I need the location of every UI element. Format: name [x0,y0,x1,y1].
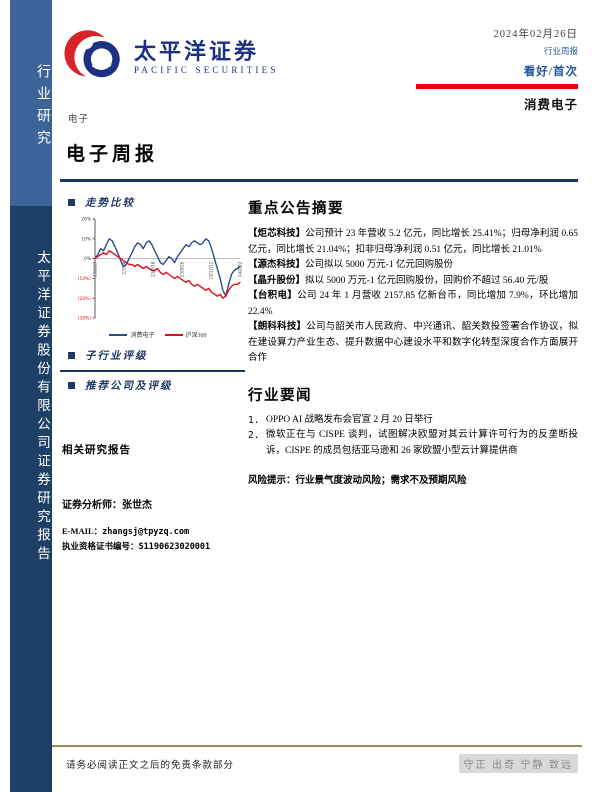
risk-label: 风险提示： [248,476,296,486]
sidebar-band-top [10,0,52,206]
brand-logo: 太平洋证券 PACIFIC SECURITIES [62,22,279,93]
company-tag: 【晶升股份】 [248,275,306,286]
footer-disclaimer: 请务必阅读正文之后的免责条款部分 [66,761,235,771]
legend-label-hs300: 沪深300 [185,333,207,339]
email-line: E-MAIL：zhangsj@tpyzq.com [62,525,189,537]
company-tag: 【源杰科技】 [248,260,306,270]
sidebar-label-company-report: 太平洋证券股份有限公司证券研究报告 [35,250,50,565]
news-number: 2. [248,430,260,441]
analyst-line: 证券分析师：张世杰 [62,496,152,511]
email-label: E-MAIL： [62,526,103,536]
news-item: 2. 微软正在与 CISPE 谈判，试图解决欧盟对其云计算许可行为的反垄断投诉，… [248,428,578,459]
svg-text:23/5/8: 23/5/8 [122,261,127,274]
announcement-item: 【源杰科技】公司拟以 5000 万元-1 亿元回购股份 [248,258,578,274]
announcement-item: 【炬芯科技】公司预计 23 年营收 5.2 亿元，同比增长 25.41%；归母净… [248,227,578,258]
announcement-text: 公司 24 年 1 月营收 2157.85 亿新台币，同比增加 7.9%，环比增… [248,291,578,317]
brand-name-en: PACIFIC SECURITIES [134,64,279,75]
chart-legend: 消费电子 沪深300 [70,330,246,339]
summary-column: 重点公告摘要 【炬芯科技】公司预计 23 年营收 5.2 亿元，同比增长 25.… [248,197,578,489]
company-tag: 【台积电】 [248,291,298,301]
svg-text:23/12/12: 23/12/12 [209,261,214,279]
svg-text:10%: 10% [81,236,91,242]
legend-line-red-icon [164,333,183,336]
industry-news-list: 1. OPPO AI 战略发布会官宣 2 月 20 日举行 2. 微软正在与 C… [248,413,578,460]
trend-chart-svg: 20% 10% 0% (10%) (20%) (30%) 23/2/27 23/5/8 23/7… [78,217,243,322]
pacific-securities-swirl-icon [62,22,128,93]
legend-label-electronics: 消费电子 [130,333,155,339]
footer-divider [52,745,582,747]
announcement-text: 公司预计 23 年营收 5.2 亿元，同比增长 25.41%；归母净利润 0.6… [248,229,578,255]
section-recommended-companies: 推荐公司及评级 [68,378,173,393]
svg-text:0%: 0% [84,256,91,262]
square-bullet-icon [68,382,75,389]
sidebar-band-bottom [10,206,52,792]
svg-text:20%: 20% [81,217,91,223]
announcement-text: 公司拟以 5000 万元-1 亿元回购股份 [305,260,454,270]
announcement-item: 【朗科科技】公司与韶关市人民政府、中兴通讯、韶关数投签署合作协议，拟在建设算力产… [248,320,578,367]
related-reports-heading: 相关研究报告 [62,445,131,456]
svg-text:(20%): (20%) [78,296,91,302]
trend-chart: 20% 10% 0% (10%) (20%) (30%) 23/2/27 23/5/8 23/7… [70,212,246,333]
legend-item-hs300: 沪深300 [164,330,207,339]
report-type: 行业周报 [543,46,578,56]
announcement-item: 【台积电】公司 24 年 1 月营收 2157.85 亿新台币，同比增加 7.9… [248,289,578,320]
industry-news-heading: 行业要闻 [248,387,312,404]
square-bullet-icon [68,352,75,359]
svg-text:23/2/27: 23/2/27 [93,261,98,277]
page-title: 电子周报 [66,144,159,165]
industry-category: 电子 [68,115,90,125]
company-tag: 【朗科科技】 [248,322,307,332]
email-value: zhangsj@tpyzq.com [102,527,190,537]
legend-line-blue-icon [109,333,128,336]
news-item: 1. OPPO AI 战略发布会官宣 2 月 20 日举行 [248,413,578,429]
svg-text:(10%): (10%) [78,276,91,282]
report-date: 2024年02月26日 [493,29,578,40]
news-text: OPPO AI 战略发布会官宣 2 月 20 日举行 [266,414,433,425]
svg-text:(30%): (30%) [78,316,91,322]
square-bullet-icon [68,199,75,206]
svg-text:24/2/22: 24/2/22 [238,261,243,277]
section-subsector-rating: 子行业评级 [68,348,148,363]
section-recommended-label: 推荐公司及评级 [85,381,173,392]
license-value: S1190623020001 [138,542,211,552]
section-divider [60,370,245,372]
license-label: 执业资格证书编号： [62,541,139,551]
announcement-text: 拟以 5000 万元-1 亿元回购股份，回购价不超过 56.40 元/股 [305,275,549,286]
brand-name-cn: 太平洋证券 [134,38,260,64]
risk-warning: 风险提示：行业景气度波动风险；需求不及预期风险 [248,474,578,489]
announcements-heading: 重点公告摘要 [248,201,344,217]
announcements-list: 【炬芯科技】公司预计 23 年营收 5.2 亿元，同比增长 25.41%；归母净… [248,227,578,367]
section-subsector-rating-label: 子行业评级 [85,351,148,362]
legend-item-electronics: 消费电子 [109,330,155,339]
analyst-name: 张世杰 [122,500,152,511]
title-divider [60,179,578,182]
license-line: 执业资格证书编号：S1190623020001 [62,540,210,552]
analyst-label: 证券分析师： [62,500,122,511]
section-trend-comparison: 走势比较 [68,195,135,210]
header-meta: 2024年02月26日 行业周报 看好/首次 消费电子 [358,26,578,113]
section-trend-label: 走势比较 [85,198,135,209]
news-number: 1. [248,414,260,426]
subsector-label: 消费电子 [523,97,578,112]
company-tag: 【炬芯科技】 [248,229,306,239]
svg-text:23/9/26: 23/9/26 [180,261,185,277]
announcement-text: 公司与韶关市人民政府、中兴通讯、韶关数投签署合作协议，拟在建设算力产业生态、提升… [248,322,578,363]
news-text: 微软正在与 CISPE 谈判，试图解决欧盟对其云计算许可行为的反垄断投诉，CIS… [266,430,578,456]
footer-motto: 守正 出奇 宁静 致远 [458,754,578,773]
industry-rating: 看好/首次 [523,66,578,78]
red-divider [416,84,578,89]
risk-text: 行业景气度波动风险；需求不及预期风险 [295,476,467,486]
svg-text:23/7/18: 23/7/18 [151,261,156,277]
sidebar-label-industry-research: 行业研究 [35,64,50,152]
announcement-item: 【晶升股份】拟以 5000 万元-1 亿元回购股份，回购价不超过 56.40 元… [248,274,578,290]
